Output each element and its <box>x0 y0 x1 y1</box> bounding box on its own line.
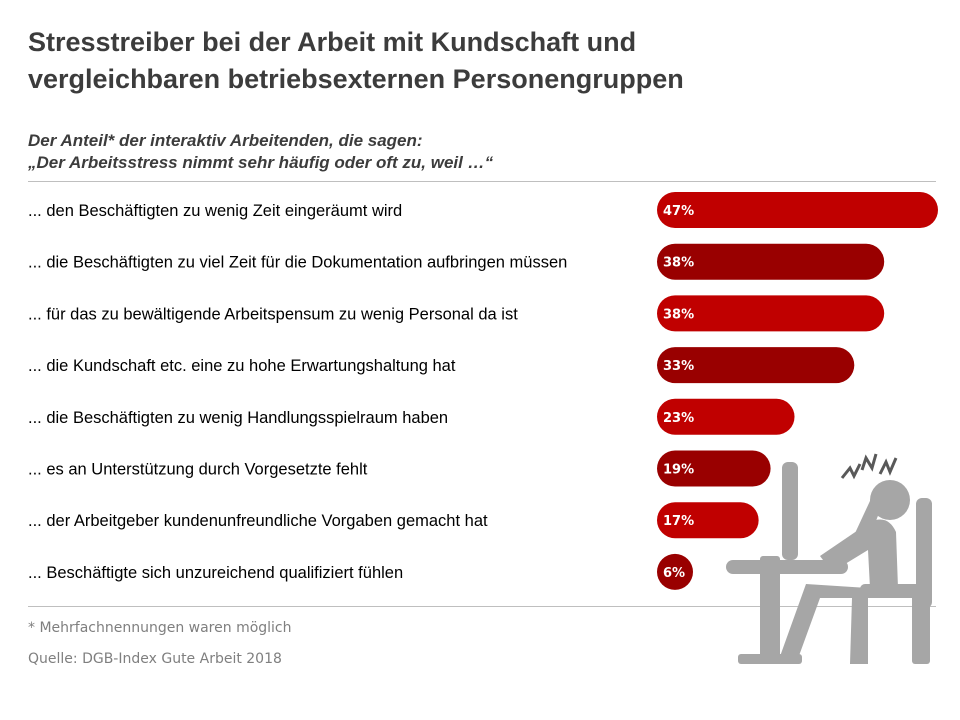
bar <box>657 243 885 280</box>
category-label: ... der Arbeitgeber kundenunfreundliche … <box>28 512 488 530</box>
category-label: ... Beschäftigte sich unzureichend quali… <box>28 564 403 582</box>
bar <box>657 450 771 487</box>
bar <box>657 502 759 539</box>
bar <box>657 192 938 228</box>
bar <box>657 295 885 332</box>
value-label: 19% <box>663 463 694 478</box>
value-label: 17% <box>663 514 694 529</box>
bar <box>657 553 693 590</box>
top-divider <box>28 181 936 182</box>
chart-subtitle-line: Der Anteil* der interaktiv Arbeitenden, … <box>28 131 423 150</box>
category-label: ... den Beschäftigten zu wenig Zeit eing… <box>28 202 402 220</box>
chart-title-line: Stresstreiber bei der Arbeit mit Kundsch… <box>28 27 637 57</box>
chart-subtitle: Der Anteil* der interaktiv Arbeitenden, … <box>28 130 828 174</box>
value-label: 33% <box>663 359 694 374</box>
category-label: ... für das zu bewältigende Arbeitspensu… <box>28 305 518 323</box>
chart-subtitle-line: „Der Arbeitsstress nimmt sehr häufig ode… <box>28 153 494 172</box>
chart-title: Stresstreiber bei der Arbeit mit Kundsch… <box>28 24 928 98</box>
value-label: 23% <box>663 411 694 426</box>
category-label: ... die Beschäftigten zu wenig Handlungs… <box>28 409 448 427</box>
value-label: 38% <box>663 307 694 322</box>
value-label: 6% <box>663 566 685 581</box>
chart-title-line: vergleichbaren betriebsexternen Personen… <box>28 64 684 94</box>
footnote: * Mehrfachnennungen waren möglich <box>28 620 292 636</box>
value-label: 47% <box>663 204 694 219</box>
bottom-divider <box>28 606 936 607</box>
bar <box>657 347 855 384</box>
category-label: ... es an Unterstützung durch Vorgesetzt… <box>28 461 368 479</box>
source-note: Quelle: DGB-Index Gute Arbeit 2018 <box>28 651 282 667</box>
category-label: ... die Kundschaft etc. eine zu hohe Erw… <box>28 357 456 375</box>
bar <box>657 398 795 435</box>
category-label: ... die Beschäftigten zu viel Zeit für d… <box>28 254 567 272</box>
value-label: 38% <box>663 256 694 271</box>
stressed-person-at-desk-icon <box>726 453 932 664</box>
